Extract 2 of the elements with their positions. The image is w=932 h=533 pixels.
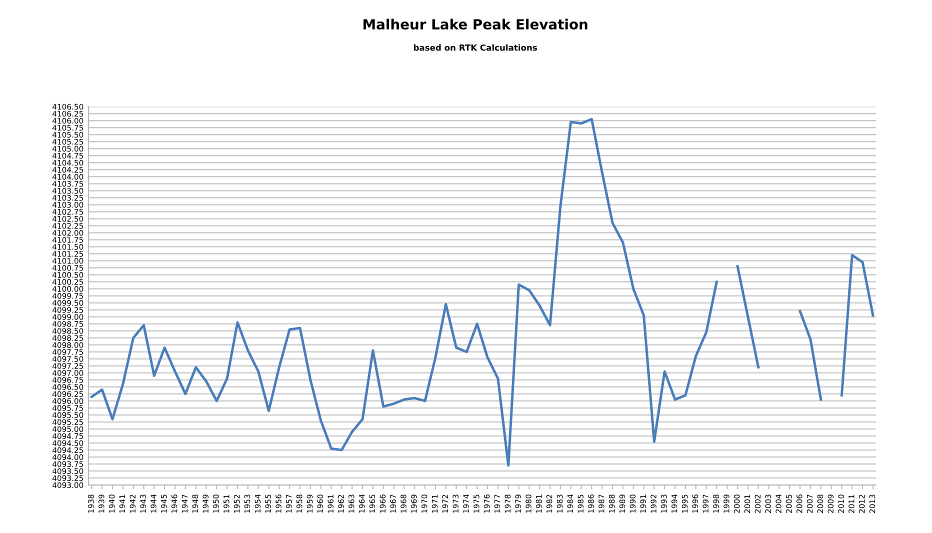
chart-subtitle: based on RTK Calculations (414, 44, 537, 51)
chart-title: Malheur Lake Peak Elevation (364, 18, 588, 30)
